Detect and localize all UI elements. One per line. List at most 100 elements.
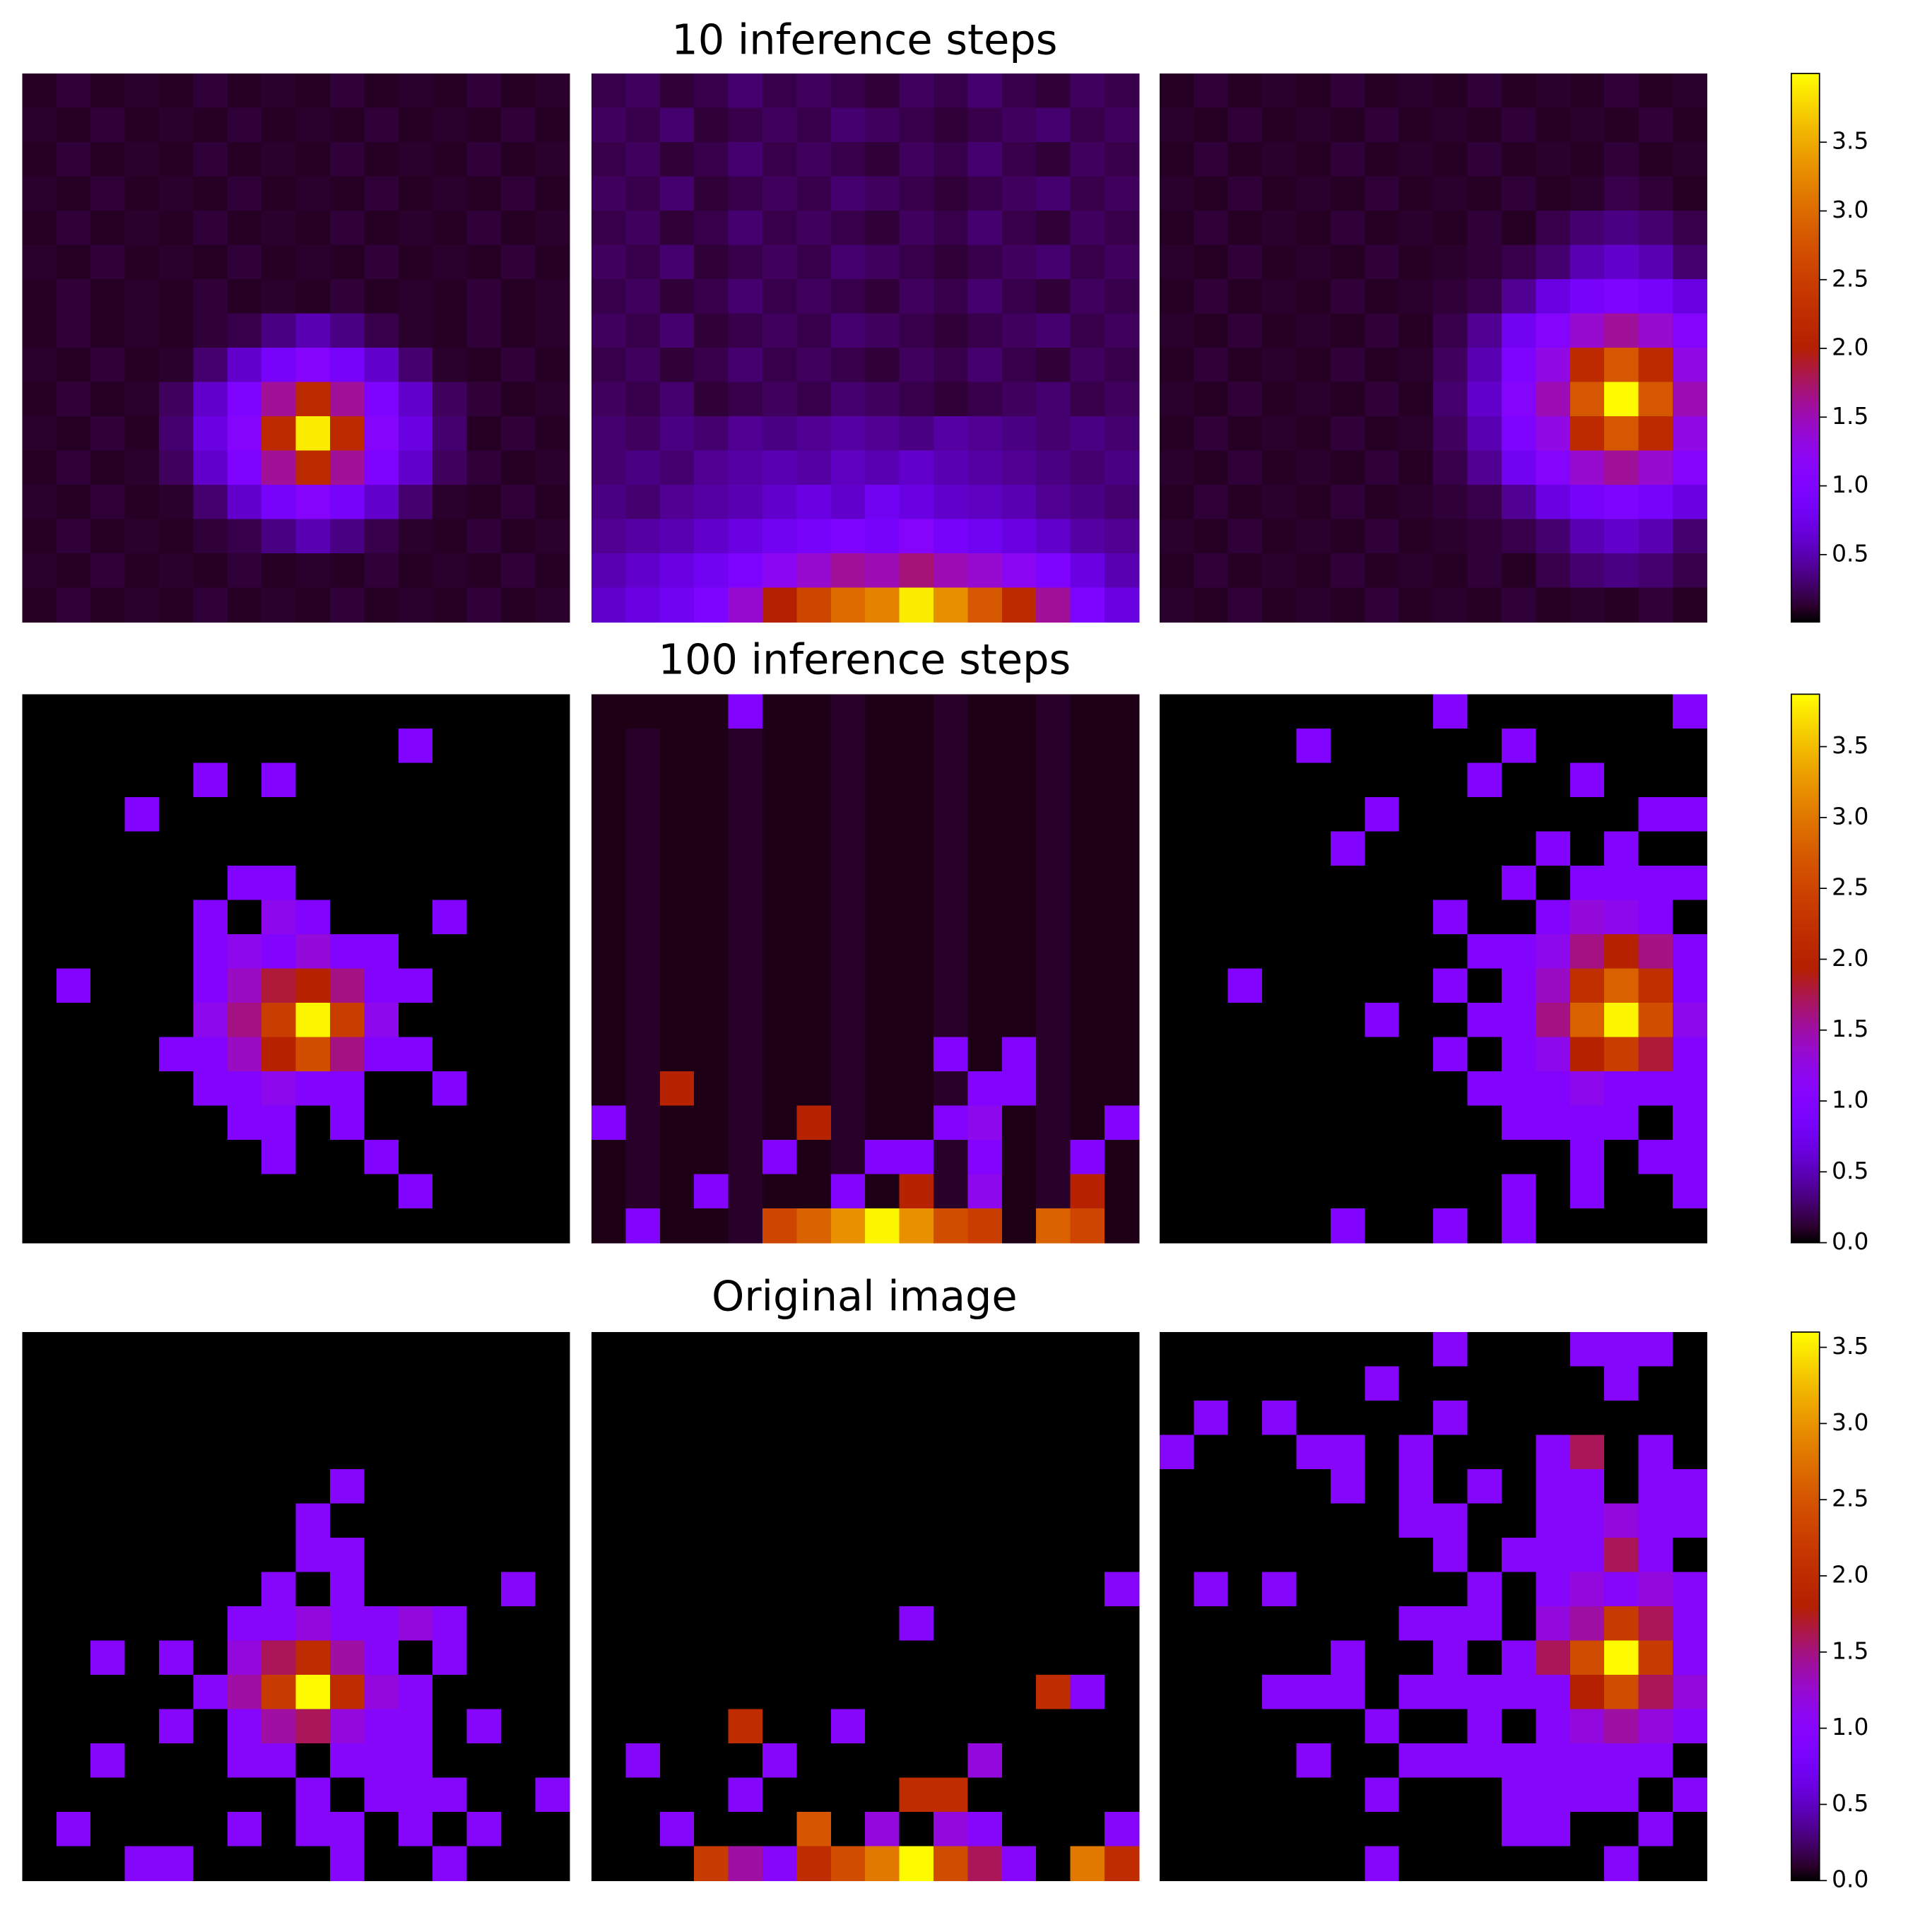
heatmap-cell — [90, 1435, 126, 1470]
heatmap-cell — [1227, 245, 1263, 280]
heatmap-cell — [90, 176, 126, 211]
heatmap-cell — [501, 1675, 536, 1710]
heatmap-cell — [1672, 211, 1708, 246]
heatmap-cell — [1672, 73, 1708, 109]
heatmap-cell — [466, 553, 502, 589]
heatmap-cell — [261, 1777, 297, 1813]
heatmap-cell — [1227, 796, 1263, 832]
heatmap-cell — [1365, 1105, 1400, 1141]
heatmap-cell — [1330, 141, 1366, 177]
heatmap-cell — [1536, 728, 1571, 764]
heatmap-cell — [796, 694, 832, 729]
heatmap-cell — [1467, 1675, 1502, 1710]
heatmap-cell — [1365, 141, 1400, 177]
heatmap-cell — [1105, 694, 1140, 729]
heatmap-cell — [1036, 519, 1071, 554]
heatmap-cell — [90, 933, 126, 970]
heatmap-cell — [625, 1743, 661, 1779]
heatmap-cell — [193, 1538, 228, 1573]
heatmap-cell — [694, 1812, 729, 1847]
heatmap-cell — [967, 1071, 1003, 1107]
heatmap-cell — [1159, 694, 1195, 729]
heatmap-cell — [535, 1743, 570, 1779]
heatmap-cell — [1105, 1709, 1140, 1745]
heatmap-cell — [1159, 1572, 1195, 1608]
heatmap-cell — [1672, 1812, 1708, 1847]
heatmap-cell — [899, 933, 934, 970]
heatmap-cell — [1001, 796, 1037, 832]
heatmap-cell — [22, 1572, 57, 1608]
heatmap-cell — [398, 1469, 434, 1504]
heatmap-cell — [1036, 1002, 1071, 1038]
heatmap-cell — [1604, 1435, 1639, 1470]
heatmap-cell — [1501, 1846, 1537, 1882]
heatmap-cell — [1398, 1606, 1435, 1642]
heatmap-cell — [694, 73, 729, 109]
heatmap-cell — [90, 1640, 126, 1676]
heatmap-cell — [1604, 382, 1639, 417]
heatmap-cell — [261, 1174, 297, 1209]
heatmap-cell — [1262, 107, 1297, 143]
heatmap-cell — [1638, 1812, 1673, 1847]
heatmap-cell — [899, 1037, 934, 1072]
heatmap-cell — [1227, 313, 1263, 348]
heatmap-cell — [1569, 1366, 1606, 1401]
row-title: Original image — [712, 1271, 1018, 1320]
heatmap-cell — [22, 1777, 57, 1813]
heatmap-cell — [261, 694, 297, 729]
heatmap-cell — [625, 694, 661, 729]
heatmap-cell — [1159, 485, 1195, 520]
heatmap-cell — [193, 933, 228, 970]
heatmap-cell — [158, 382, 194, 417]
heatmap-cell — [1227, 348, 1263, 383]
heatmap-cell — [1467, 141, 1502, 177]
heatmap-cell — [1501, 107, 1537, 143]
heatmap-cell — [1194, 587, 1229, 623]
heatmap-cell — [1194, 1469, 1229, 1504]
heatmap-cell — [1227, 1846, 1263, 1882]
heatmap-cell — [535, 1606, 570, 1642]
heatmap-cell — [1672, 313, 1708, 348]
heatmap-cell — [1330, 1503, 1366, 1538]
heatmap-cell — [591, 1777, 627, 1813]
heatmap-cell — [1330, 450, 1366, 485]
heatmap-cell — [1569, 1606, 1606, 1642]
heatmap-cell — [1159, 1469, 1195, 1504]
heatmap-cell — [694, 1469, 729, 1504]
heatmap-cell — [967, 762, 1003, 798]
heatmap-cell — [1433, 796, 1468, 832]
heatmap-cell — [466, 279, 502, 314]
heatmap-cell — [22, 1538, 57, 1573]
heatmap-cell — [899, 1675, 934, 1710]
heatmap-cell — [1070, 1812, 1105, 1847]
heatmap-cell — [193, 1037, 228, 1072]
heatmap-cell — [625, 1174, 661, 1209]
heatmap-cell — [124, 1332, 160, 1367]
heatmap-cell — [1262, 1435, 1297, 1470]
heatmap-cell — [1330, 1174, 1366, 1209]
heatmap-cell — [193, 694, 228, 729]
heatmap-cell — [1569, 450, 1606, 485]
heatmap-cell — [1036, 1503, 1071, 1538]
heatmap-cell — [1536, 141, 1571, 177]
heatmap-cell — [535, 1675, 570, 1710]
heatmap-cell — [1467, 1606, 1502, 1642]
heatmap-cell — [728, 728, 763, 764]
heatmap-cell — [90, 694, 126, 729]
heatmap-cell — [865, 796, 900, 832]
heatmap-cell — [56, 519, 92, 554]
heatmap-cell — [1194, 968, 1229, 1003]
heatmap-cell — [501, 1140, 536, 1175]
heatmap-cell — [227, 1332, 263, 1367]
heatmap-cell — [694, 519, 729, 554]
heatmap-cell — [1467, 1572, 1502, 1608]
colorbar-tick-label: 3.0 — [1832, 802, 1868, 830]
heatmap-cell — [261, 1401, 297, 1436]
heatmap-cell — [1330, 1071, 1366, 1107]
heatmap-cell — [466, 1709, 502, 1745]
heatmap-cell — [796, 348, 832, 383]
heatmap-cell — [1036, 1606, 1071, 1642]
heatmap-cell — [124, 1105, 160, 1141]
heatmap-cell — [1159, 1332, 1195, 1367]
heatmap-cell — [1365, 279, 1400, 314]
